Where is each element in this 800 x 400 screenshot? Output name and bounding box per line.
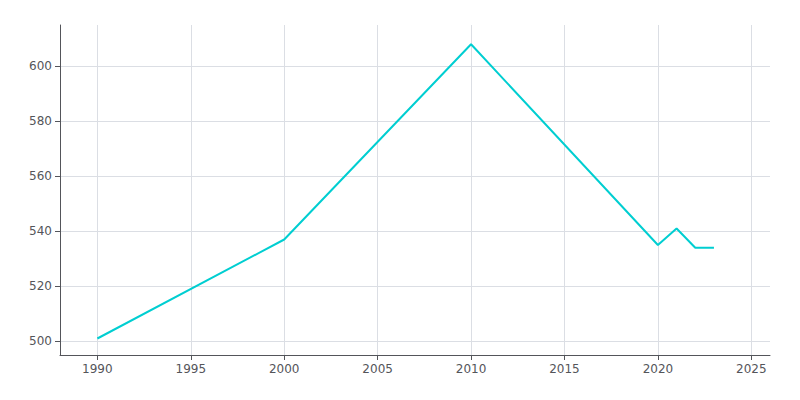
svg-text:2005: 2005 <box>362 362 393 376</box>
svg-text:2000: 2000 <box>269 362 300 376</box>
svg-text:540: 540 <box>29 224 52 238</box>
svg-text:600: 600 <box>29 59 52 73</box>
svg-text:500: 500 <box>29 334 52 348</box>
svg-text:2015: 2015 <box>549 362 580 376</box>
svg-text:2025: 2025 <box>736 362 767 376</box>
svg-text:2020: 2020 <box>643 362 674 376</box>
svg-text:1995: 1995 <box>176 362 207 376</box>
svg-text:520: 520 <box>29 279 52 293</box>
svg-text:2010: 2010 <box>456 362 487 376</box>
svg-text:560: 560 <box>29 169 52 183</box>
svg-text:1990: 1990 <box>82 362 113 376</box>
svg-text:580: 580 <box>29 114 52 128</box>
